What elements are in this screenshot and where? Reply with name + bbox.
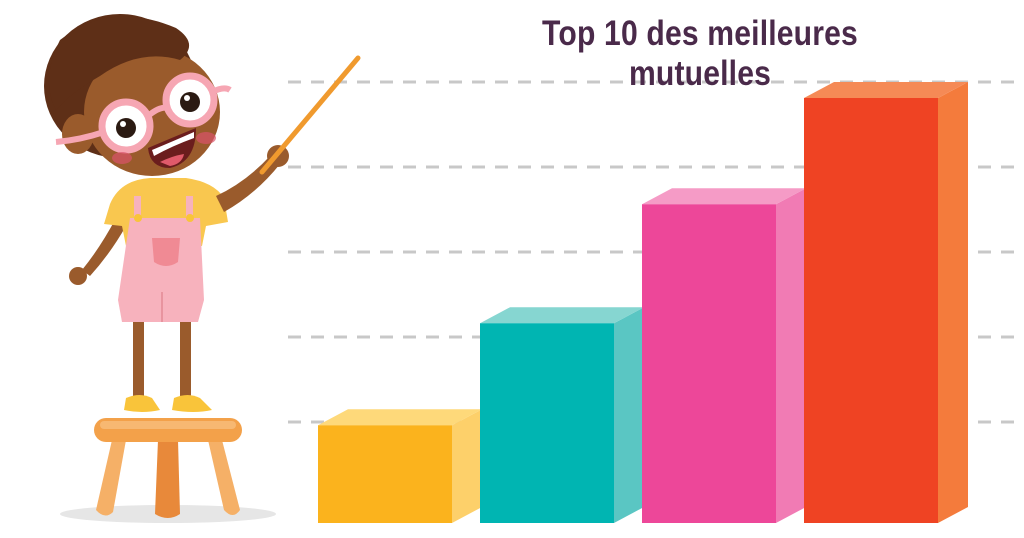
bar-side <box>938 82 968 523</box>
head <box>44 14 232 176</box>
pointer-stick <box>259 55 361 175</box>
bar-top <box>804 82 968 98</box>
bar-side <box>452 409 482 523</box>
bar-front <box>642 204 776 523</box>
bar-side <box>776 188 806 523</box>
bar-1 <box>318 409 482 523</box>
bar-front <box>318 425 452 523</box>
legs <box>124 318 212 412</box>
bar-3 <box>642 188 806 523</box>
bar-top <box>642 188 806 205</box>
bar-top <box>480 307 644 324</box>
chart-title: Top 10 des meilleures mutuelles <box>542 14 858 93</box>
bar-2 <box>480 307 644 523</box>
bar-4 <box>804 82 968 523</box>
overalls <box>118 196 204 322</box>
stool <box>94 418 242 518</box>
bar-side <box>614 307 644 523</box>
bars <box>318 82 968 523</box>
bar-top <box>318 409 482 426</box>
bar-front <box>804 98 938 523</box>
bar-front <box>480 323 614 523</box>
left-arm <box>69 218 126 285</box>
